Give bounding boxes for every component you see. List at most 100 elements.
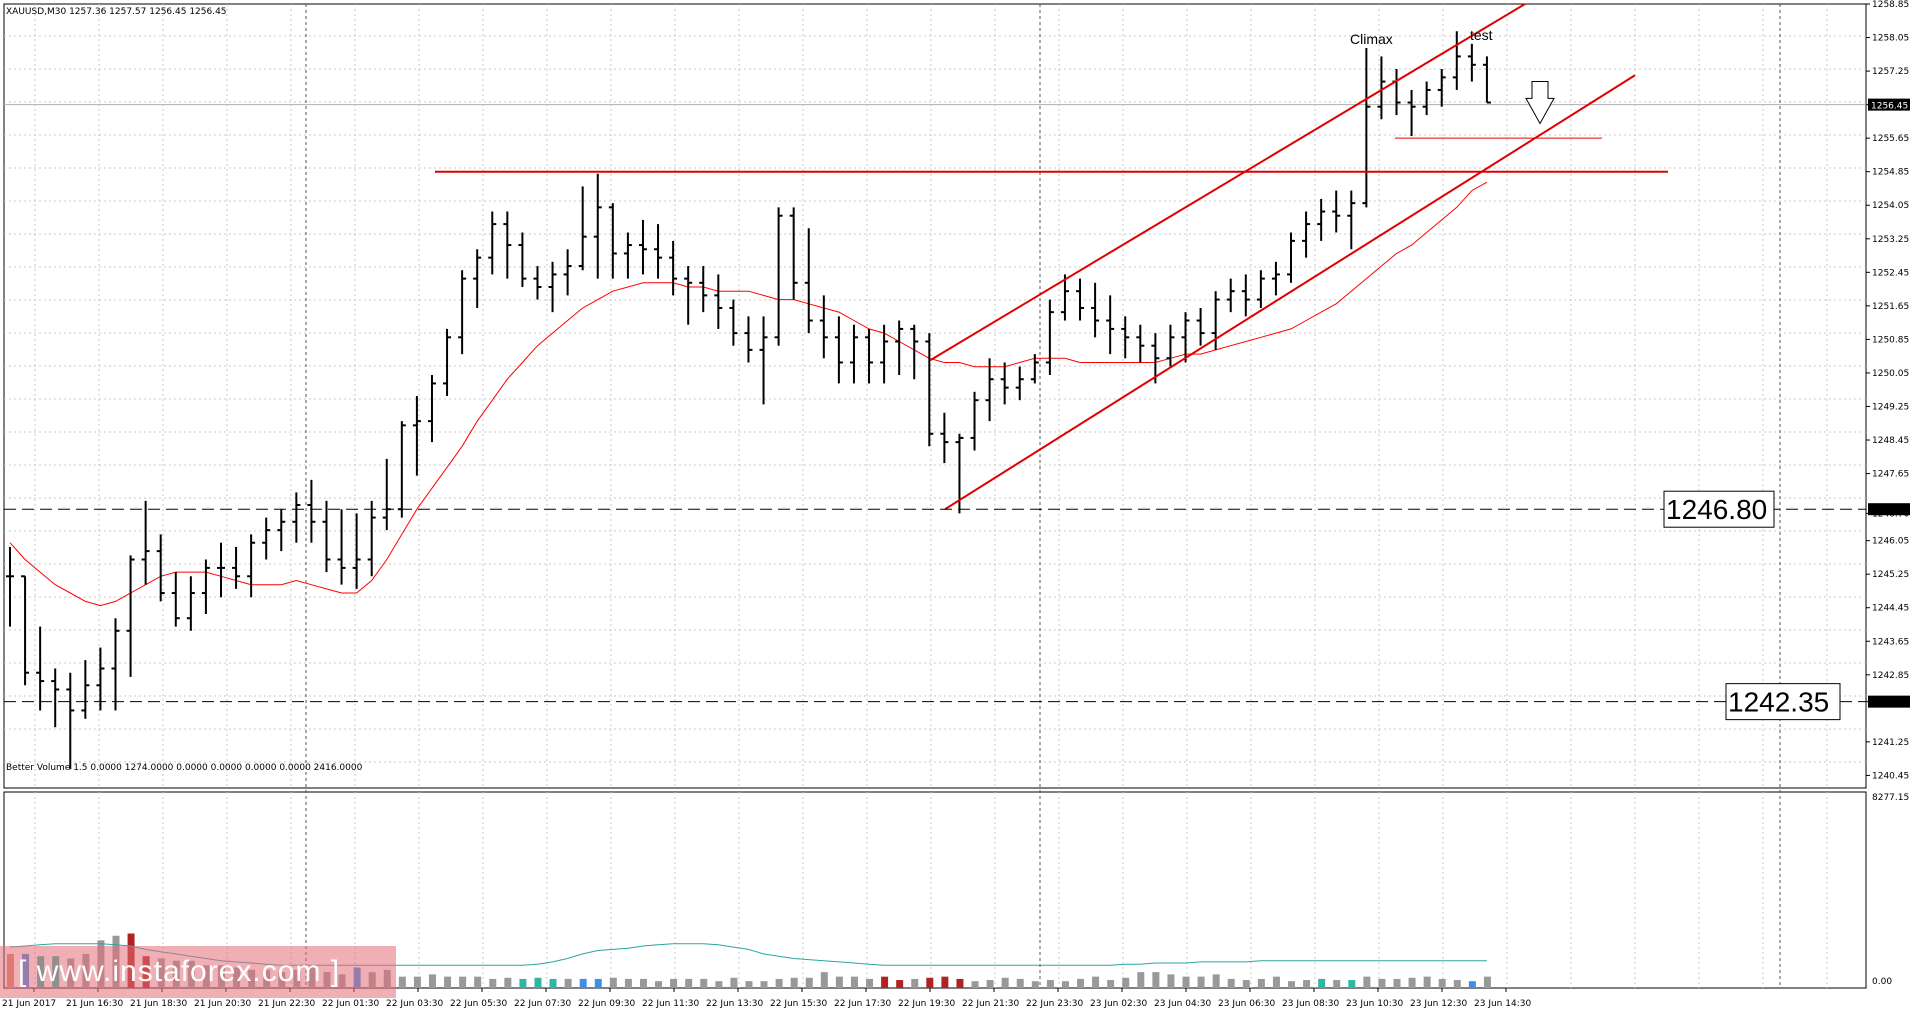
volume-bar xyxy=(685,978,693,988)
volume-bar xyxy=(594,978,602,988)
ohlc-bar xyxy=(819,295,828,359)
ohlc-bar xyxy=(1422,81,1431,116)
volume-bar xyxy=(1242,980,1250,988)
volume-bar xyxy=(956,978,964,988)
ohlc-bar xyxy=(518,232,527,287)
price-tick-label: 1244.45 xyxy=(1872,604,1909,614)
time-tick-label: 21 Jun 2017 xyxy=(2,999,56,1009)
chart-grid xyxy=(3,3,1867,989)
ohlc-bar xyxy=(985,358,994,422)
volume-bar xyxy=(428,974,436,988)
ohlc-bar xyxy=(216,542,225,598)
volume-bar xyxy=(896,980,904,988)
volume-bar xyxy=(850,976,858,988)
ohlc-bar xyxy=(789,207,798,300)
time-tick-label: 23 Jun 02:30 xyxy=(1090,999,1147,1009)
volume-bar xyxy=(1378,978,1386,988)
volume-bar xyxy=(398,976,406,988)
level-label: 1242.35 xyxy=(1728,687,1829,718)
volume-bar xyxy=(489,978,497,988)
price-tick-label: 1250.85 xyxy=(1872,335,1909,345)
ohlc-bar xyxy=(1076,278,1085,321)
volume-bar xyxy=(444,976,452,988)
ohlc-bar xyxy=(880,324,889,384)
ohlc-bar xyxy=(307,479,316,543)
price-tick-label: 1258.05 xyxy=(1872,34,1909,44)
ohlc-bar xyxy=(759,316,768,405)
volume-bar xyxy=(459,976,467,988)
volume-bar xyxy=(670,978,678,988)
ohlc-bar xyxy=(412,396,421,476)
ohlc-bar xyxy=(1241,274,1250,317)
down-arrow-icon xyxy=(1525,81,1555,125)
volume-bottom-tick: 0.00 xyxy=(1872,977,1892,987)
price-tick-label: 1257.25 xyxy=(1872,67,1909,77)
ohlc-bar xyxy=(578,186,587,271)
volume-bar xyxy=(579,978,587,988)
price-axis: 1258.85 1258.05 1257.25 1256.45 1255.65 1254.… xyxy=(1866,0,1910,781)
volume-bar xyxy=(941,976,949,988)
ohlc-bar xyxy=(865,328,874,384)
ohlc-bar xyxy=(1045,299,1054,376)
volume-bar xyxy=(926,977,934,988)
volume-bar xyxy=(1483,976,1491,988)
price-tick-label: 1250.05 xyxy=(1872,369,1909,379)
ohlc-bar xyxy=(714,274,723,329)
ohlc-bar xyxy=(744,316,753,363)
price-tick-label: 1246.05 xyxy=(1872,537,1909,547)
price-bars xyxy=(6,31,1491,770)
volume-bar xyxy=(504,977,512,988)
ohlc-bar xyxy=(427,375,436,443)
volume-bar xyxy=(866,978,874,988)
watermark: [ www.instaforex.com ] xyxy=(0,946,396,998)
ohlc-bar xyxy=(895,320,904,376)
volume-bar xyxy=(820,972,828,988)
ohlc-bar xyxy=(1377,56,1386,120)
ohlc-bar xyxy=(1271,261,1280,296)
volume-bar xyxy=(1031,981,1039,988)
ohlc-bar xyxy=(1091,282,1100,338)
time-tick-label: 22 Jun 15:30 xyxy=(770,999,827,1009)
volume-bar xyxy=(1137,972,1145,988)
volume-bar xyxy=(1257,978,1265,988)
time-tick-label: 22 Jun 19:30 xyxy=(898,999,955,1009)
indicator-info: Better Volume 1.5 0.0000 1274.0000 0.000… xyxy=(6,763,363,773)
level-price-badge xyxy=(1868,695,1910,708)
time-tick-label: 23 Jun 04:30 xyxy=(1154,999,1211,1009)
time-tick-label: 23 Jun 12:30 xyxy=(1410,999,1467,1009)
volume-bar xyxy=(1046,980,1054,988)
price-tick-label: 1240.45 xyxy=(1872,771,1909,781)
time-tick-label: 22 Jun 23:30 xyxy=(1026,999,1083,1009)
ohlc-bar xyxy=(654,224,663,279)
time-tick-label: 22 Jun 09:30 xyxy=(578,999,635,1009)
ohlc-bar xyxy=(1000,362,1009,405)
ohlc-bar xyxy=(292,492,301,543)
volume-bar xyxy=(549,978,557,988)
moving-average-line xyxy=(9,181,1488,607)
level-box xyxy=(1725,683,1841,721)
ohlc-bar xyxy=(1347,190,1356,250)
ohlc-bar xyxy=(156,534,165,602)
ohlc-bar xyxy=(36,626,45,711)
time-tick-label: 23 Jun 10:30 xyxy=(1346,999,1403,1009)
price-tick-label: 1249.25 xyxy=(1872,402,1909,412)
volume-bar xyxy=(519,978,527,988)
ohlc-bar xyxy=(352,513,361,589)
ohlc-bar xyxy=(473,249,482,308)
price-tick-label: 1246.70 xyxy=(1872,509,1909,519)
volume-bar xyxy=(775,978,783,988)
ohlc-bar xyxy=(910,324,919,380)
volume-bar xyxy=(1453,980,1461,988)
time-tick-label: 22 Jun 17:30 xyxy=(834,999,891,1009)
price-tick-label: 1258.85 xyxy=(1872,0,1909,10)
ohlc-bar xyxy=(186,576,195,631)
price-tick-label: 1254.85 xyxy=(1872,168,1909,178)
ohlc-bar xyxy=(81,660,90,719)
volume-bar xyxy=(1348,980,1356,988)
volume-bar xyxy=(1167,974,1175,988)
ohlc-bar xyxy=(1332,190,1341,233)
ohlc-bar xyxy=(593,173,602,279)
volume-bar xyxy=(971,981,979,988)
support-levels: 1246.80 1242.35 xyxy=(4,490,1910,721)
